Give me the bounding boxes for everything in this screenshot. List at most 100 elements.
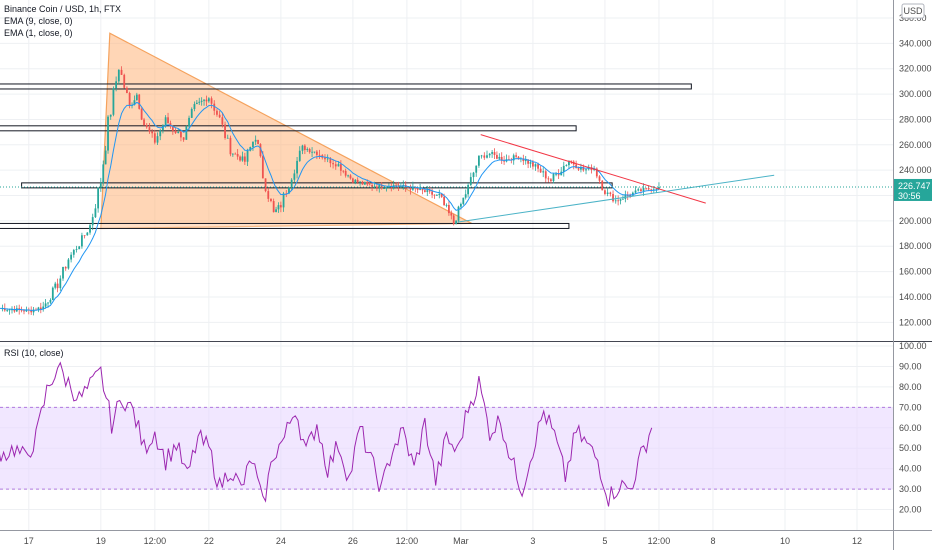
candle-body: [190, 109, 193, 118]
candle-body: [180, 132, 182, 138]
price-tick-label: 320.000: [899, 64, 932, 74]
candle-body: [279, 205, 282, 208]
candle-body: [123, 74, 126, 88]
candle-body: [182, 137, 185, 140]
candle-body: [411, 186, 414, 190]
candle-body: [25, 309, 28, 312]
candle-body: [203, 99, 205, 101]
candle-body: [634, 190, 637, 193]
candle-body: [503, 160, 506, 162]
candle-body: [270, 198, 272, 202]
candle-body: [498, 156, 501, 159]
rsi-tick-label: 100.00: [899, 341, 927, 351]
time-tick-label: 5: [602, 536, 607, 546]
candle-body: [329, 158, 332, 164]
candle-body: [585, 169, 587, 171]
candle-body: [267, 191, 270, 199]
candle-body: [133, 100, 136, 106]
time-tick-label: 12: [852, 536, 862, 546]
candle-body: [261, 156, 264, 179]
candle-body: [315, 151, 318, 155]
time-tick-label: Mar: [453, 536, 469, 546]
candle-body: [313, 151, 316, 153]
candle-body: [645, 187, 647, 189]
candle-body: [500, 156, 503, 161]
candle-body: [527, 159, 530, 164]
candle-body: [532, 162, 534, 167]
candle-body: [54, 283, 57, 288]
candle-body: [120, 69, 123, 75]
time-tick-label: 3: [530, 536, 535, 546]
rsi-tick-label: 80.00: [899, 382, 922, 392]
candle-body: [231, 153, 234, 155]
candle-body: [259, 144, 262, 157]
candle-body: [431, 191, 433, 195]
candle-body: [311, 151, 313, 153]
candle-body: [221, 117, 224, 125]
trendline-down: [480, 134, 706, 204]
candle-body: [138, 94, 141, 109]
time-tick-label: 22: [204, 536, 214, 546]
candle-body: [135, 94, 138, 101]
candle-body: [156, 136, 159, 143]
candle-body: [445, 204, 448, 206]
candle-body: [249, 147, 252, 151]
candle-body: [13, 309, 16, 312]
rsi-axis-ticks: 100.00 90.00 80.00 70.00 60.00 50.00 40.00 30.0…: [899, 341, 927, 515]
candle-body: [303, 145, 306, 150]
candle-body: [390, 186, 393, 188]
price-tick-label: 260.000: [899, 140, 932, 150]
candle-body: [658, 187, 660, 190]
candle-body: [159, 130, 162, 137]
candle-body: [629, 195, 632, 197]
candle-body: [290, 179, 293, 188]
candle-body: [626, 195, 629, 196]
candle-body: [606, 192, 609, 194]
rsi-series: [0, 361, 653, 507]
candle-body: [112, 88, 115, 115]
candle-body: [213, 103, 216, 111]
candle-body: [257, 139, 259, 145]
candle-body: [177, 132, 180, 133]
candle-body: [264, 178, 267, 192]
candle-body: [153, 133, 156, 143]
price-tick-label: 180.000: [899, 241, 932, 251]
candle-body: [301, 145, 304, 151]
candle-body: [557, 173, 560, 176]
last-price-tag: [894, 178, 932, 201]
candle-body: [522, 158, 525, 162]
price-tick-label: 160.000: [899, 267, 932, 277]
candle-body: [568, 160, 570, 166]
time-tick-label: 19: [96, 536, 106, 546]
candle-body: [577, 168, 580, 170]
candle-body: [205, 99, 208, 102]
candle-body: [433, 194, 436, 196]
candle-body: [617, 200, 620, 202]
countdown-timer: 30:56: [898, 191, 921, 201]
candle-body: [612, 194, 614, 202]
candle-body: [642, 187, 645, 191]
candle-body: [423, 190, 426, 192]
horizontal-level: [0, 125, 577, 132]
candle-body: [455, 220, 458, 224]
candle-body: [44, 303, 47, 307]
price-axis-ticks: 360.00340.000320.000300.000280.000260.00…: [899, 13, 932, 327]
candle-body: [243, 156, 246, 162]
candle-body: [30, 310, 33, 313]
currency-button[interactable]: [901, 3, 925, 19]
candle-body: [371, 185, 373, 187]
candle-body: [308, 149, 311, 153]
candle-body: [582, 166, 585, 171]
candle-body: [351, 178, 354, 183]
candle-body: [42, 306, 45, 310]
candle-body: [359, 181, 361, 183]
time-tick-label: 17: [24, 536, 34, 546]
candle-body: [419, 188, 421, 190]
candle-body: [126, 87, 128, 94]
candle-body: [37, 307, 40, 311]
candle-body: [339, 164, 342, 171]
candle-body: [342, 170, 345, 172]
candle-body: [469, 177, 472, 186]
candle-body: [128, 93, 131, 106]
candle-body: [107, 116, 109, 151]
